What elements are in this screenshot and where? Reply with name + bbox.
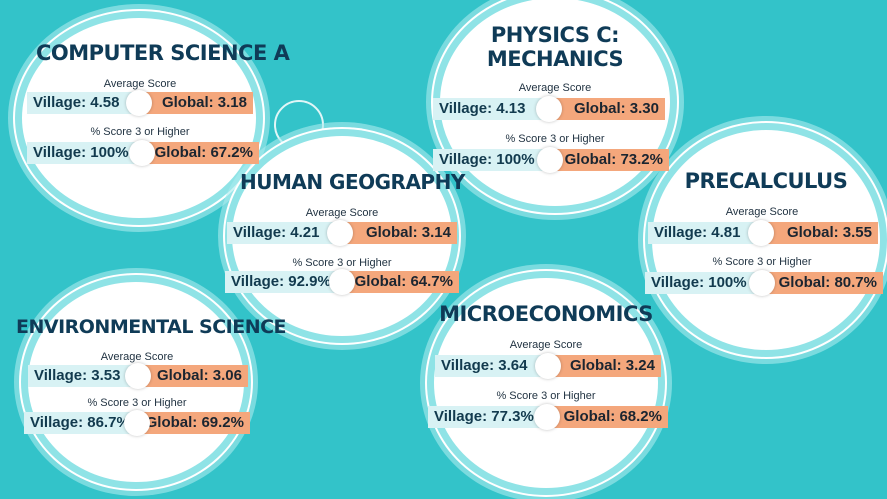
divider-knob xyxy=(748,220,774,246)
percent-score-row: Village: 100% Global: 80.7% xyxy=(645,270,883,296)
divider-knob xyxy=(124,410,150,436)
subject-title: HUMAN GEOGRAPHY xyxy=(240,170,465,194)
average-score-row: Village: 3.64 Global: 3.24 xyxy=(435,353,661,379)
percent-score-row: Village: 100% Global: 67.2% xyxy=(27,140,259,166)
global-average-score: Global: 3.55 xyxy=(766,222,878,244)
average-score-label: Average Score xyxy=(305,207,379,219)
subject-title: ENVIRONMENTAL SCIENCE xyxy=(16,316,287,338)
global-percent-score: Global: 69.2% xyxy=(140,412,250,434)
subject-title: PRECALCULUS xyxy=(684,169,848,193)
average-score-row: Village: 3.53 Global: 3.06 xyxy=(28,363,248,389)
global-average-score: Global: 3.06 xyxy=(140,365,248,387)
percent-score-label: % Score 3 or Higher xyxy=(505,133,605,145)
village-percent-score: Village: 100% xyxy=(645,272,759,294)
village-average-score: Village: 4.21 xyxy=(227,222,339,244)
village-percent-score: Village: 100% xyxy=(433,149,547,171)
village-percent-score: Village: 86.7% xyxy=(24,412,134,434)
average-score-row: Village: 4.81 Global: 3.55 xyxy=(648,220,878,246)
circle-computer-science-a xyxy=(22,18,256,218)
divider-knob xyxy=(129,140,155,166)
global-percent-score: Global: 68.2% xyxy=(552,406,668,428)
global-average-score: Global: 3.24 xyxy=(549,355,661,377)
percent-score-label: % Score 3 or Higher xyxy=(87,397,187,409)
average-score-label: Average Score xyxy=(103,78,177,90)
global-percent-score: Global: 80.7% xyxy=(769,272,883,294)
percent-score-row: Village: 92.9% Global: 64.7% xyxy=(225,269,459,295)
divider-knob xyxy=(534,404,560,430)
global-percent-score: Global: 64.7% xyxy=(345,271,459,293)
village-percent-score: Village: 100% xyxy=(27,142,139,164)
average-score-row: Village: 4.21 Global: 3.14 xyxy=(227,220,457,246)
divider-knob xyxy=(327,220,353,246)
village-average-score: Village: 3.64 xyxy=(435,355,547,377)
circle-microeconomics xyxy=(434,278,658,488)
divider-knob xyxy=(536,96,562,122)
global-percent-score: Global: 67.2% xyxy=(147,142,259,164)
average-score-label: Average Score xyxy=(509,339,583,351)
divider-knob xyxy=(126,90,152,116)
percent-score-label: % Score 3 or Higher xyxy=(292,257,392,269)
divider-knob xyxy=(537,147,563,173)
average-score-row: Village: 4.13 Global: 3.30 xyxy=(433,96,665,122)
village-percent-score: Village: 92.9% xyxy=(225,271,339,293)
village-average-score: Village: 4.13 xyxy=(433,98,545,120)
village-average-score: Village: 4.58 xyxy=(27,92,137,114)
divider-knob xyxy=(535,353,561,379)
divider-knob xyxy=(329,269,355,295)
percent-score-label: % Score 3 or Higher xyxy=(90,126,190,138)
global-average-score: Global: 3.18 xyxy=(143,92,253,114)
divider-knob xyxy=(749,270,775,296)
village-average-score: Village: 3.53 xyxy=(28,365,136,387)
percent-score-label: % Score 3 or Higher xyxy=(496,390,596,402)
subject-title: MICROECONOMICS xyxy=(439,302,653,326)
percent-score-row: Village: 77.3% Global: 68.2% xyxy=(428,404,668,430)
global-percent-score: Global: 73.2% xyxy=(555,149,669,171)
average-score-row: Village: 4.58 Global: 3.18 xyxy=(27,90,253,116)
global-average-score: Global: 3.30 xyxy=(553,98,665,120)
average-score-label: Average Score xyxy=(518,82,592,94)
percent-score-row: Village: 100% Global: 73.2% xyxy=(433,147,669,173)
subject-title: COMPUTER SCIENCE A xyxy=(36,41,290,65)
global-average-score: Global: 3.14 xyxy=(345,222,457,244)
subject-title-line-2: MECHANICS xyxy=(486,47,624,71)
divider-knob xyxy=(125,363,151,389)
village-percent-score: Village: 77.3% xyxy=(428,406,544,428)
percent-score-row: Village: 86.7% Global: 69.2% xyxy=(24,410,250,436)
average-score-label: Average Score xyxy=(100,351,174,363)
subject-title-line-1: PHYSICS C: xyxy=(490,23,620,47)
average-score-label: Average Score xyxy=(725,206,799,218)
village-average-score: Village: 4.81 xyxy=(648,222,760,244)
percent-score-label: % Score 3 or Higher xyxy=(712,256,812,268)
